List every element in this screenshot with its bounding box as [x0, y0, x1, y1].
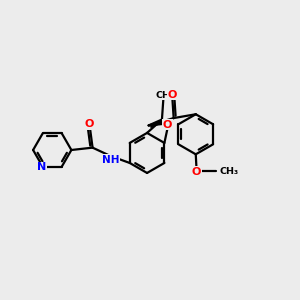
Text: O: O — [192, 167, 201, 177]
Text: CH₃: CH₃ — [155, 91, 174, 100]
Text: O: O — [85, 119, 94, 129]
Text: O: O — [167, 89, 177, 100]
Text: NH: NH — [102, 155, 120, 165]
Text: CH₃: CH₃ — [219, 167, 238, 176]
Text: N: N — [38, 162, 47, 172]
Text: O: O — [163, 120, 172, 130]
